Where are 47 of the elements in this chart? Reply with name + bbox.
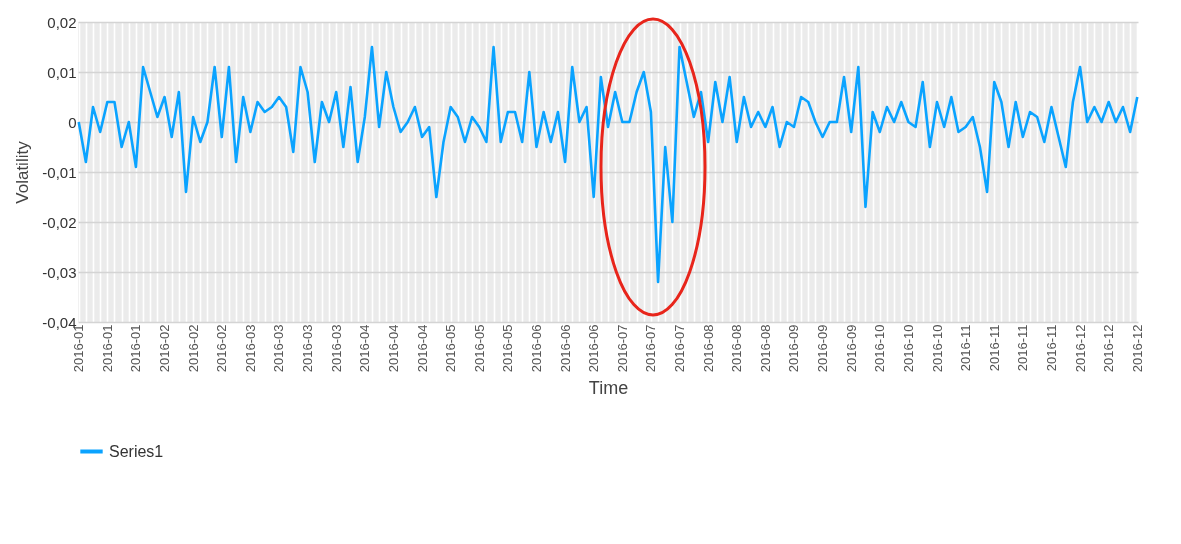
x-tick-label: 2016-03 xyxy=(271,324,287,373)
x-tick-label: 2016-06 xyxy=(528,324,544,373)
x-tick-label: 2016-09 xyxy=(786,324,802,373)
y-tick-label: -0,03 xyxy=(42,263,77,281)
x-axis-title: Time xyxy=(588,378,629,399)
x-tick-label: 2016-04 xyxy=(414,324,430,373)
x-tick-label: 2016-10 xyxy=(929,324,945,373)
x-tick-label: 2016-03 xyxy=(300,324,316,373)
y-axis-title: Volatility xyxy=(13,140,33,204)
x-tick-label: 2016-04 xyxy=(385,324,401,373)
x-tick-label: 2016-07 xyxy=(614,324,630,373)
x-tick-label: 2016-08 xyxy=(700,324,716,373)
x-tick-label: 2016-05 xyxy=(443,324,459,373)
x-tick-label: 2016-10 xyxy=(872,324,888,373)
x-tick-label: 2016-08 xyxy=(729,324,745,373)
line-series xyxy=(77,45,1139,284)
x-tick-label: 2016-08 xyxy=(757,324,773,373)
x-tick-label: 2016-03 xyxy=(328,324,344,373)
x-tick-label: 2016-09 xyxy=(843,324,859,373)
x-tick-label: 2016-11 xyxy=(958,324,974,372)
x-tick-label: 2016-03 xyxy=(242,324,258,373)
x-tick-label: 2016-05 xyxy=(500,324,516,373)
x-tick-label: 2016-05 xyxy=(471,324,487,373)
x-tick-label: 2016-12 xyxy=(1072,324,1088,373)
y-tick-label: 0,02 xyxy=(47,13,77,31)
y-tick-label: 0 xyxy=(68,113,77,131)
x-tick-label: 2016-11 xyxy=(1043,324,1059,372)
x-tick-label: 2016-11 xyxy=(986,324,1002,372)
x-tick-label: 2016-07 xyxy=(672,324,688,373)
legend-label: Series1 xyxy=(109,442,164,460)
x-tick-label: 2016-01 xyxy=(128,324,144,373)
x-tick-label: 2016-10 xyxy=(900,324,916,373)
y-tick-label: -0,01 xyxy=(42,163,77,181)
x-tick-label: 2016-04 xyxy=(357,324,373,373)
x-tick-label: 2016-02 xyxy=(157,324,173,373)
y-tick-label: -0,02 xyxy=(42,213,77,231)
x-tick-label: 2016-06 xyxy=(557,324,573,373)
x-tick-label: 2016-09 xyxy=(815,324,831,373)
x-tick-label: 2016-11 xyxy=(1015,324,1031,372)
y-tick-label: 0,01 xyxy=(47,63,77,81)
x-tick-label: 2016-01 xyxy=(99,324,115,373)
x-tick-label: 2016-12 xyxy=(1129,324,1145,373)
x-tick-label: 2016-12 xyxy=(1101,324,1117,373)
x-tick-label: 2016-02 xyxy=(214,324,230,373)
x-tick-label: 2016-02 xyxy=(185,324,201,373)
x-tick-label: 2016-07 xyxy=(643,324,659,373)
x-tick-label: 2016-06 xyxy=(586,324,602,373)
